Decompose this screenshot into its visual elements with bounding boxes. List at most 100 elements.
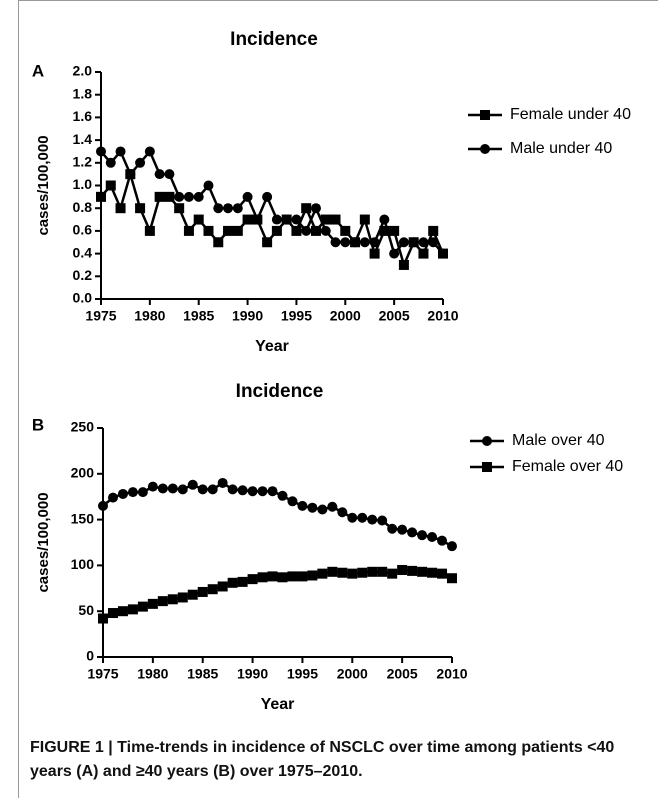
marker <box>297 500 308 511</box>
marker <box>232 203 243 214</box>
marker <box>337 507 348 518</box>
marker <box>125 169 136 180</box>
x-axis-label: Year <box>255 338 289 355</box>
marker <box>357 512 368 523</box>
marker <box>213 237 224 248</box>
marker <box>164 191 175 202</box>
marker <box>428 225 439 236</box>
marker <box>223 203 234 214</box>
marker <box>135 157 146 168</box>
marker <box>247 574 258 585</box>
y-tick-label: 1.2 <box>73 154 93 170</box>
marker <box>277 490 288 501</box>
marker <box>267 571 278 582</box>
marker <box>367 514 378 525</box>
marker <box>271 214 282 225</box>
marker <box>320 225 331 236</box>
legend-marker <box>480 110 490 120</box>
y-tick-label: 150 <box>71 510 95 526</box>
marker <box>187 479 198 490</box>
marker <box>437 535 448 546</box>
figure: A Incidence cases/100,000 Year 0.0 0.2 0.4 0.6 0… <box>32 29 631 713</box>
marker <box>398 237 409 248</box>
marker <box>397 564 408 575</box>
marker <box>98 613 108 624</box>
marker <box>262 237 273 248</box>
marker <box>389 248 400 259</box>
marker <box>327 501 338 512</box>
marker <box>337 567 348 578</box>
x-tick-label: 1990 <box>232 308 263 324</box>
marker <box>407 565 418 576</box>
marker <box>107 608 118 619</box>
marker <box>369 237 380 248</box>
marker <box>96 146 106 157</box>
x-tick-label: 1995 <box>281 308 312 324</box>
marker <box>437 568 448 579</box>
marker <box>167 483 178 494</box>
marker <box>307 502 318 513</box>
marker <box>310 225 321 236</box>
marker <box>428 237 439 248</box>
marker <box>379 225 390 236</box>
y-tick-label: 2.0 <box>73 63 93 79</box>
marker <box>193 214 204 225</box>
marker <box>277 572 288 583</box>
y-tick-label: 0.6 <box>73 222 93 238</box>
marker <box>242 214 253 225</box>
marker <box>154 191 165 202</box>
marker <box>135 203 146 214</box>
marker <box>271 225 282 236</box>
y-tick-label: 0.2 <box>73 267 93 283</box>
x-tick-label: 1995 <box>287 666 318 682</box>
marker <box>417 530 428 541</box>
marker <box>223 225 234 236</box>
marker <box>127 487 138 498</box>
marker <box>377 566 388 577</box>
marker <box>262 191 273 202</box>
marker <box>327 566 338 577</box>
panel-label: A <box>32 61 44 80</box>
marker <box>397 524 408 535</box>
marker <box>408 237 419 248</box>
y-tick-label: 1.8 <box>73 85 93 101</box>
y-tick-label: 1.4 <box>73 131 93 147</box>
marker <box>291 225 302 236</box>
marker <box>144 225 155 236</box>
legend-label: Male over 40 <box>512 432 605 449</box>
y-tick-label: 200 <box>71 465 95 481</box>
y-tick-label: 0.8 <box>73 199 93 215</box>
panel-label: B <box>32 415 44 434</box>
x-axis-label: Year <box>261 696 295 713</box>
marker <box>320 214 331 225</box>
marker <box>347 512 358 523</box>
marker <box>417 566 428 577</box>
marker <box>247 486 258 497</box>
marker <box>427 532 438 543</box>
marker <box>207 484 218 495</box>
marker <box>447 573 457 584</box>
marker <box>174 203 185 214</box>
legend-label: Male under 40 <box>510 140 612 157</box>
marker <box>237 485 248 496</box>
x-tick-label: 2000 <box>337 666 368 682</box>
marker <box>379 214 390 225</box>
marker <box>137 601 148 612</box>
marker <box>203 180 214 191</box>
marker <box>115 146 126 157</box>
marker <box>350 237 361 248</box>
marker <box>359 237 370 248</box>
marker <box>197 586 208 597</box>
marker <box>330 237 341 248</box>
marker <box>197 484 208 495</box>
legend-marker <box>480 144 490 154</box>
legend-marker <box>482 436 492 446</box>
marker <box>227 577 238 588</box>
marker <box>242 191 253 202</box>
marker <box>407 527 418 538</box>
marker <box>217 477 228 488</box>
marker <box>317 568 328 579</box>
marker <box>177 592 188 603</box>
marker <box>301 203 312 214</box>
y-tick-label: 100 <box>71 556 95 572</box>
